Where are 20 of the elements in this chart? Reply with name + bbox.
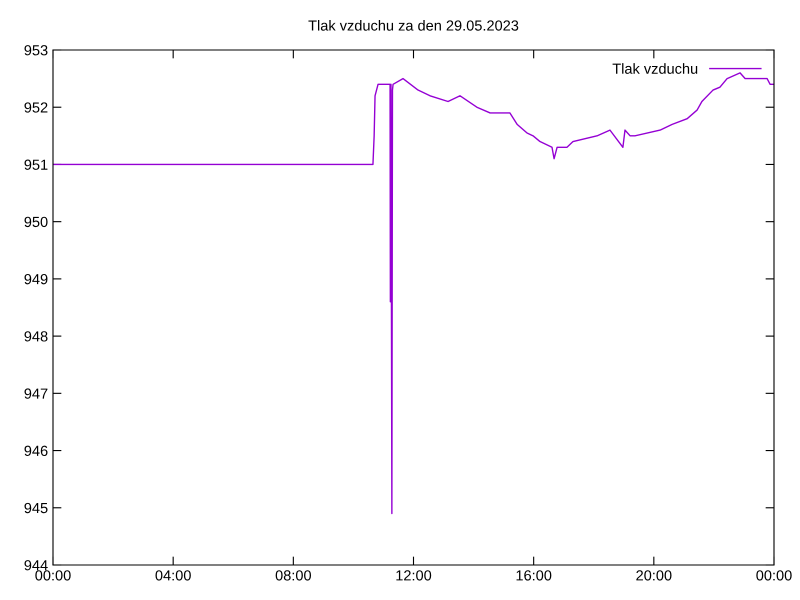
chart-title: Tlak vzduchu za den 29.05.2023 — [308, 20, 518, 31]
y-tick-label: 947 — [24, 388, 48, 399]
y-tick-label: 950 — [24, 216, 48, 228]
y-tick-label: 946 — [24, 446, 48, 456]
y-tick-label: 945 — [24, 502, 48, 514]
legend-label: Tlak vzduchu — [612, 63, 698, 74]
x-tick-label: 12:00 — [396, 570, 432, 581]
x-tick-label: 00:00 — [35, 570, 71, 581]
x-tick-label: 00:00 — [756, 570, 792, 581]
x-tick-label: 20:00 — [636, 570, 672, 581]
y-tick-label: 951 — [24, 160, 48, 170]
x-tick-label: 08:00 — [276, 570, 312, 581]
y-tick-label: 949 — [24, 274, 48, 284]
y-tick-label: 948 — [24, 331, 48, 342]
x-tick-label: 16:00 — [516, 570, 552, 581]
line-series — [53, 72, 774, 514]
y-tick-label: 944 — [24, 560, 48, 570]
y-tick-label: 952 — [24, 102, 48, 113]
x-tick-label: 04:00 — [155, 570, 191, 581]
y-tick-label: 953 — [24, 45, 48, 56]
